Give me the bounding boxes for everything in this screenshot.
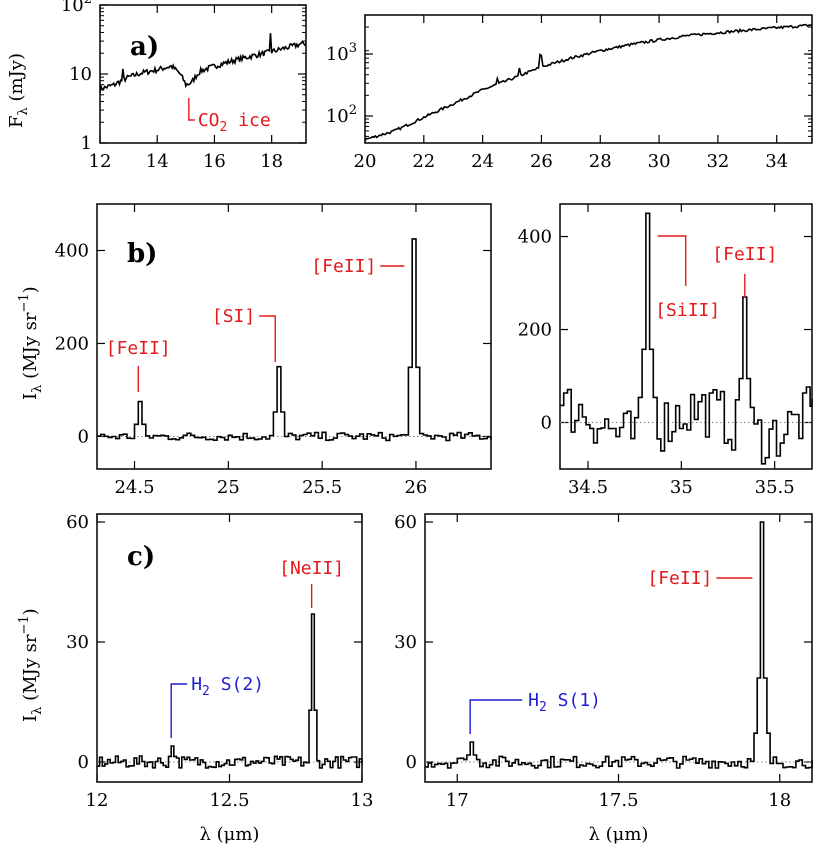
x-tick-label: 32	[706, 151, 729, 172]
y-axis-label: Iλ (MJy sr−1)	[17, 286, 45, 400]
x-axis-label: λ (μm)	[200, 824, 260, 845]
panel-frame	[559, 203, 813, 470]
panel-frame	[364, 14, 813, 144]
x-tick-label: 26	[404, 477, 427, 498]
panel-4: 34.5 35 35.5 0 200 400 [SiII] [FeII]	[518, 203, 813, 498]
x-tick-label: 26	[530, 151, 553, 172]
panel-frame	[96, 203, 492, 470]
x-tick-label: 17.5	[598, 790, 638, 811]
panel-2: 20 22 24 26 28 30 32 34 102 103	[326, 14, 813, 172]
annotation-feii-3534: [FeII]	[712, 244, 777, 265]
annotation-si: [SI]	[212, 306, 255, 327]
x-tick-label: 34	[765, 151, 788, 172]
spectrum-line	[560, 212, 813, 465]
y-tick-label: 200	[518, 320, 552, 341]
x-tick-label: 35	[670, 477, 693, 498]
annotation-bracket	[188, 98, 195, 121]
y-tick-label: 103	[326, 41, 357, 65]
y-tick-label: 0	[78, 426, 89, 447]
y-tick-label: 60	[66, 512, 89, 533]
panel-label: c)	[127, 542, 155, 572]
panel-3: 24.5 25 25.5 26 0 200 400 b) [FeII] [SI] [FeII] Iλ …	[17, 203, 492, 498]
annotation-feii-2597: [FeII]	[311, 256, 376, 277]
x-tick-label: 17	[446, 790, 469, 811]
x-tick-label: 18	[260, 151, 283, 172]
spectrum-line	[97, 613, 363, 769]
x-tick-label: 34.5	[568, 477, 608, 498]
panel-6: 17 17.5 18 0 30 60 H2 S(1) [FeII] λ (μm)	[394, 512, 813, 845]
x-tick-label: 25	[217, 477, 240, 498]
x-tick-label: 12	[89, 151, 112, 172]
annotation-bracket	[259, 315, 276, 362]
x-tick-label: 35.5	[755, 477, 795, 498]
x-tick-label: 20	[354, 151, 377, 172]
x-tick-label: 22	[412, 151, 435, 172]
x-tick-label: 24.5	[114, 477, 154, 498]
x-tick-label: 16	[203, 151, 226, 172]
y-tick-label: 400	[518, 227, 552, 248]
annotation-h2-s1: H2 S(1)	[528, 690, 601, 715]
panel-label: b)	[127, 239, 157, 269]
x-tick-label: 28	[589, 151, 612, 172]
y-tick-label: 10	[69, 64, 92, 85]
annotation-bracket	[657, 235, 687, 286]
y-tick-label: 102	[326, 103, 357, 127]
panel-1: 12 14 16 18 1 10 102 a) CO2 ice Fλ (mJy)	[6, 0, 307, 172]
x-tick-label: 24	[471, 151, 494, 172]
annotation-h2-s2: H2 S(2)	[191, 674, 264, 699]
annotation-siii: [SiII]	[655, 300, 720, 321]
spectrum-line	[425, 521, 813, 769]
y-tick-label: 400	[55, 240, 89, 261]
spectrum-line	[364, 23, 812, 141]
spectrum-line	[97, 238, 492, 442]
y-tick-label: 30	[394, 632, 417, 653]
annotation-feii-1794: [FeII]	[647, 568, 712, 589]
annotation-neii: [NeII]	[279, 558, 344, 579]
y-tick-label: 1	[81, 133, 92, 154]
x-tick-label: 14	[146, 151, 169, 172]
annotation-co2-ice: CO2 ice	[198, 110, 271, 135]
x-tick-label: 25.5	[302, 477, 342, 498]
annotation-bracket	[170, 683, 188, 738]
x-tick-label: 13	[351, 790, 374, 811]
x-tick-label: 12.5	[209, 790, 249, 811]
y-tick-label: 30	[66, 632, 89, 653]
y-tick-label: 0	[541, 413, 552, 434]
x-tick-label: 12	[86, 790, 109, 811]
panel-label: a)	[130, 32, 159, 62]
y-tick-label: 60	[394, 512, 417, 533]
annotation-bracket	[469, 699, 523, 734]
y-axis-label: Fλ (mJy)	[6, 53, 31, 128]
x-axis-label: λ (μm)	[589, 824, 649, 845]
y-tick-label: 102	[61, 0, 92, 16]
y-tick-label: 0	[406, 752, 417, 773]
y-tick-label: 200	[55, 333, 89, 354]
y-tick-label: 0	[78, 752, 89, 773]
x-tick-label: 30	[648, 151, 671, 172]
x-tick-label: 18	[768, 790, 791, 811]
panel-5: 12 12.5 13 0 30 60 c) H2 S(2) [NeII] λ (μm) Iλ (MJ…	[17, 512, 373, 845]
spectrum-line	[99, 33, 307, 93]
annotation-feii-2452: [FeII]	[106, 338, 171, 359]
y-axis-label: Iλ (MJy sr−1)	[17, 608, 45, 722]
